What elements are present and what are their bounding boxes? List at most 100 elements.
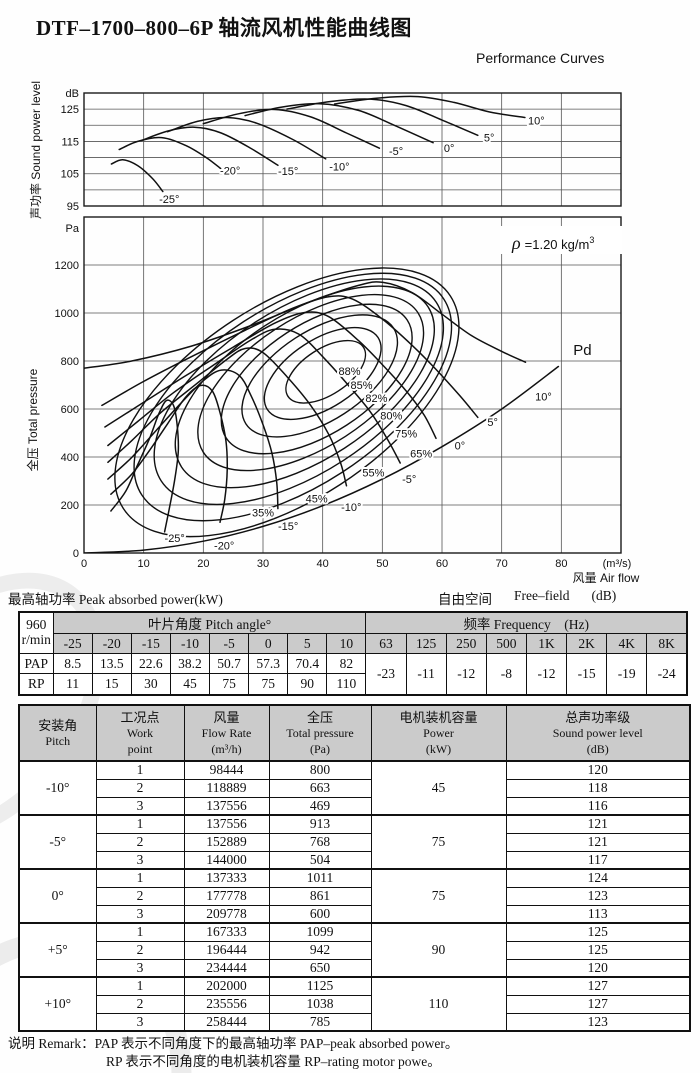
total-pressure-cell: 861	[269, 887, 371, 905]
pap-value: 22.6	[131, 654, 170, 674]
column-header: 总声功率级Sound power level(dB)	[506, 705, 690, 761]
freq-correction-value: -19	[607, 654, 647, 695]
efficiency-label: 65%	[410, 448, 432, 460]
freq-correction-value: -24	[647, 654, 687, 695]
power-cell: 90	[371, 923, 506, 977]
peak-power-caption: 最高轴功率 Peak absorbed power(kW)	[8, 588, 223, 608]
total-pressure-cell: 942	[269, 941, 371, 959]
table-row: -10°19844480045120	[19, 761, 690, 779]
pressure-curves	[70, 214, 558, 591]
sound-level-cell: 118	[506, 779, 690, 797]
work-point-cell: 3	[96, 851, 184, 869]
total-pressure-cell: 785	[269, 1013, 371, 1031]
sound-chart-frame	[84, 93, 621, 206]
power-cell: 75	[371, 815, 506, 869]
sound-curve-label: 10°	[528, 115, 545, 127]
pitch-angle-col: -5	[210, 634, 249, 654]
flow-rate-cell: 234444	[184, 959, 269, 977]
sound-level-cell: 127	[506, 977, 690, 995]
pap-value: 8.5	[53, 654, 92, 674]
column-header: 风量Flow Rate(m³/h)	[184, 705, 269, 761]
pressure-ytick: 800	[61, 356, 79, 368]
table-row: +5°1167333109990125	[19, 923, 690, 941]
rp-value: 90	[288, 674, 327, 695]
freq-correction-value: -11	[406, 654, 446, 695]
pitch-angle-col: -10	[170, 634, 209, 654]
total-pressure-cell: 1038	[269, 995, 371, 1013]
page: DTF–1700–800–6P 轴流风机性能曲线图 Performance Cu…	[0, 0, 700, 1073]
pitch-angle-col: 0	[249, 634, 288, 654]
freq-band-col: 2K	[567, 634, 607, 654]
work-point-cell: 3	[96, 905, 184, 923]
freq-correction-value: -23	[366, 654, 406, 695]
sound-curve	[203, 109, 379, 148]
flow-rate-cell: 167333	[184, 923, 269, 941]
pitch-curve-label: 0°	[455, 441, 466, 453]
sound-level-cell: 127	[506, 995, 690, 1013]
flow-xtick: 10	[138, 558, 150, 570]
freq-correction-value: -12	[446, 654, 486, 695]
pitch-angle-header: 叶片角度 Pitch angle°	[53, 612, 366, 634]
rp-value: 45	[170, 674, 209, 695]
sound-level-cell: 124	[506, 869, 690, 887]
sound-curve-label: -10°	[329, 162, 349, 174]
flow-rate-cell: 202000	[184, 977, 269, 995]
pitch-curve	[111, 400, 179, 532]
freq-band-col: 8K	[647, 634, 687, 654]
work-point-cell: 3	[96, 1013, 184, 1031]
pressure-ytick: 200	[61, 500, 79, 512]
freq-band-col: 63	[366, 634, 406, 654]
flow-xtick: 60	[436, 558, 448, 570]
flow-xunit: (m³/s)	[603, 558, 632, 570]
pressure-ylabel: 全压 Total pressure	[25, 368, 40, 471]
flow-rate-cell: 196444	[184, 941, 269, 959]
column-header: 工况点Workpoint	[96, 705, 184, 761]
remark-prefix: 说明 Remark：	[8, 1036, 95, 1051]
flow-rate-cell: 235556	[184, 995, 269, 1013]
freq-band-col: 500	[486, 634, 526, 654]
flow-rate-cell: 98444	[184, 761, 269, 779]
column-header: 全压Total pressure(Pa)	[269, 705, 371, 761]
freq-correction-value: -8	[486, 654, 526, 695]
sound-curve-label: -25°	[159, 194, 179, 206]
pitch-curve-label: -10°	[341, 502, 361, 514]
sound-level-cell: 117	[506, 851, 690, 869]
pitch-curve-label: -15°	[278, 521, 298, 533]
total-pressure-cell: 663	[269, 779, 371, 797]
work-point-cell: 3	[96, 959, 184, 977]
pap-value: 50.7	[210, 654, 249, 674]
flow-xtick: 80	[555, 558, 567, 570]
freq-band-col: 125	[406, 634, 446, 654]
pitch-angle-col: -25	[53, 634, 92, 654]
sound-curve	[168, 117, 326, 158]
efficiency-label: 35%	[252, 508, 274, 520]
pitch-cell: -10°	[19, 761, 96, 815]
total-pressure-cell: 768	[269, 833, 371, 851]
flow-xtick: 50	[376, 558, 388, 570]
sound-ytick: 95	[67, 201, 79, 213]
rp-value: 110	[327, 674, 366, 695]
work-point-cell: 1	[96, 869, 184, 887]
sound-curve-label: -5°	[389, 146, 403, 158]
pitch-curve-label: -25°	[165, 533, 185, 545]
sound-level-cell: 121	[506, 833, 690, 851]
column-header: 安装角Pitch	[19, 705, 96, 761]
pap-value: 70.4	[288, 654, 327, 674]
peak-power-frequency-table: 960r/min叶片角度 Pitch angle°频率 Frequency (H…	[18, 611, 688, 696]
efficiency-label: 45%	[306, 493, 328, 505]
pitch-cell: +10°	[19, 977, 96, 1031]
pressure-ytick: 600	[61, 404, 79, 416]
total-pressure-cell: 913	[269, 815, 371, 833]
pressure-ytick: 0	[73, 548, 79, 560]
sound-level-cell: 120	[506, 959, 690, 977]
sound-curve-label: 0°	[444, 143, 455, 155]
flow-xtick: 20	[197, 558, 209, 570]
sound-level-cell: 116	[506, 797, 690, 815]
pressure-ytick: 1000	[55, 308, 79, 320]
pap-value: 38.2	[170, 654, 209, 674]
table-row: 2196444942125	[19, 941, 690, 959]
efficiency-label: 80%	[380, 411, 402, 423]
free-field-zh: 自由空间	[438, 588, 492, 608]
flow-xtick: 0	[81, 558, 87, 570]
free-field-caption: 自由空间 Free–field (dB)	[438, 588, 616, 608]
